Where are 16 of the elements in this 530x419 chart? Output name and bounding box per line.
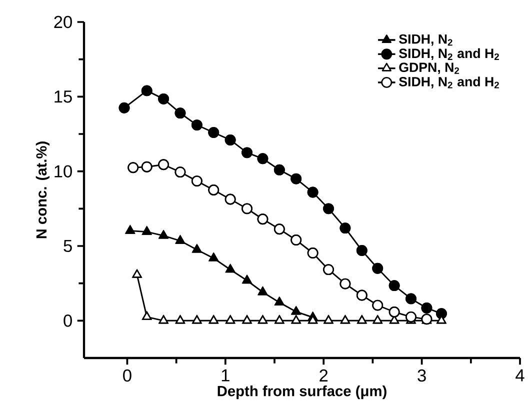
legend-label: SIDH, N$_{2}$ and H$_{2}$ [399, 76, 499, 88]
y-tick-label: 0 [64, 314, 72, 327]
x-tick-label: 4 [516, 369, 524, 382]
y-tick-label: 15 [54, 90, 72, 103]
legend-label: GDPN, N$_{2}$ [399, 62, 460, 74]
legend-label: SIDH, N$_{2}$ [399, 34, 452, 46]
x-tick-label: 0 [123, 369, 132, 382]
y-tick-label: 5 [64, 240, 72, 252]
x-tick-label: 3 [418, 369, 426, 382]
y-axis-title: N conc. (at.%) [36, 142, 50, 238]
x-tick-label: 2 [320, 369, 328, 382]
y-tick-label: 10 [54, 165, 72, 178]
legend-label: SIDH, N$_{2}$ and H$_{2}$ [399, 48, 499, 60]
y-tick-label: 20 [54, 16, 72, 28]
x-axis-title: Depth from surface (μm) [218, 385, 386, 400]
x-tick-label: 1 [222, 369, 230, 382]
